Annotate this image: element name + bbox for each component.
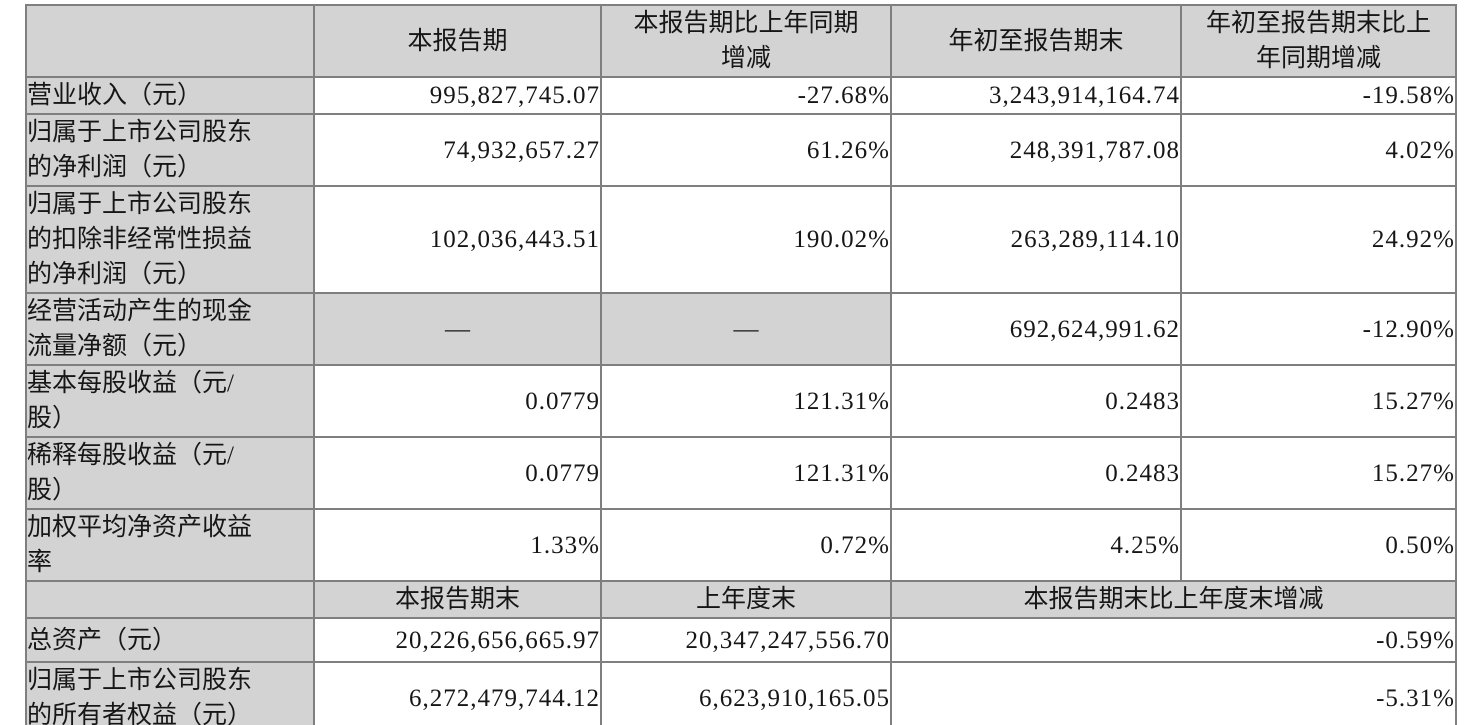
header-year-to-date: 年初至报告期末: [890, 4, 1182, 78]
value-cell: 15.27%: [1180, 436, 1457, 510]
value-cell: 0.2483: [890, 364, 1182, 438]
subheader-change-vs-last-year-end: 本报告期末比上年度末增减: [890, 580, 1457, 619]
row-label-cell: 营业收入（元）: [25, 76, 315, 115]
value-cell: 24.92%: [1180, 185, 1457, 294]
row-label-cell: 加权平均净资产收益 率: [25, 508, 315, 582]
subheader-end-of-last-year: 上年度末: [600, 580, 892, 619]
value-cell: 995,827,745.07: [313, 76, 602, 115]
value-cell: 102,036,443.51: [313, 185, 602, 294]
value-cell: 6,623,910,165.05: [600, 661, 892, 725]
value-cell: 190.02%: [600, 185, 892, 294]
row-operating-revenue: 营业收入（元） 995,827,745.07 -27.68% 3,243,914…: [25, 76, 1457, 115]
financial-summary-table: 本报告期 本报告期比上年同期 增减 年初至报告期末 年初至报告期末比上 年同期增…: [25, 4, 1457, 725]
header-corner-cell: [25, 4, 315, 78]
row-weighted-avg-roe: 加权平均净资产收益 率 1.33% 0.72% 4.25% 0.50%: [25, 508, 1457, 582]
value-cell: 4.02%: [1180, 113, 1457, 187]
value-cell: 20,226,656,665.97: [313, 617, 602, 663]
value-cell: 1.33%: [313, 508, 602, 582]
row-operating-cash-flow: 经营活动产生的现金 流量净额（元） — — 692,624,991.62 -12…: [25, 292, 1457, 366]
na-dash-cell: —: [600, 292, 892, 366]
value-cell: 0.50%: [1180, 508, 1457, 582]
value-cell: 248,391,787.08: [890, 113, 1182, 187]
row-net-profit-attributable: 归属于上市公司股东 的净利润（元） 74,932,657.27 61.26% 2…: [25, 113, 1457, 187]
value-cell: 74,932,657.27: [313, 113, 602, 187]
value-cell-merged: -0.59%: [890, 617, 1457, 663]
subheader-end-of-period: 本报告期末: [313, 580, 602, 619]
row-equity-attributable: 归属于上市公司股东 的所有者权益（元） 6,272,479,744.12 6,6…: [25, 661, 1457, 725]
value-cell: 4.25%: [890, 508, 1182, 582]
value-cell-merged: -5.31%: [890, 661, 1457, 725]
value-cell: 0.0779: [313, 364, 602, 438]
na-dash-cell: —: [313, 292, 602, 366]
header-current-period: 本报告期: [313, 4, 602, 78]
value-cell: -27.68%: [600, 76, 892, 115]
header-current-period-yoy-change: 本报告期比上年同期 增减: [600, 4, 892, 78]
value-cell: 6,272,479,744.12: [313, 661, 602, 725]
value-cell: 20,347,247,556.70: [600, 617, 892, 663]
value-cell: 15.27%: [1180, 364, 1457, 438]
value-cell: 121.31%: [600, 436, 892, 510]
row-net-profit-excl-nonrecurring: 归属于上市公司股东 的扣除非经常性损益 的净利润（元） 102,036,443.…: [25, 185, 1457, 294]
value-cell: -12.90%: [1180, 292, 1457, 366]
row-basic-eps: 基本每股收益（元/ 股） 0.0779 121.31% 0.2483 15.27…: [25, 364, 1457, 438]
row-label-cell: 归属于上市公司股东 的所有者权益（元）: [25, 661, 315, 725]
row-label-cell: 稀释每股收益（元/ 股）: [25, 436, 315, 510]
value-cell: 0.72%: [600, 508, 892, 582]
value-cell: 121.31%: [600, 364, 892, 438]
row-diluted-eps: 稀释每股收益（元/ 股） 0.0779 121.31% 0.2483 15.27…: [25, 436, 1457, 510]
row-total-assets: 总资产（元） 20,226,656,665.97 20,347,247,556.…: [25, 617, 1457, 663]
value-cell: -19.58%: [1180, 76, 1457, 115]
row-label-cell: 经营活动产生的现金 流量净额（元）: [25, 292, 315, 366]
value-cell: 0.2483: [890, 436, 1182, 510]
value-cell: 0.0779: [313, 436, 602, 510]
value-cell: 692,624,991.62: [890, 292, 1182, 366]
row-label-cell: 归属于上市公司股东 的扣除非经常性损益 的净利润（元）: [25, 185, 315, 294]
value-cell: 61.26%: [600, 113, 892, 187]
row-label-cell: 总资产（元）: [25, 617, 315, 663]
subheader-corner-cell: [25, 580, 315, 619]
header-row: 本报告期 本报告期比上年同期 增减 年初至报告期末 年初至报告期末比上 年同期增…: [25, 4, 1457, 78]
row-label-cell: 基本每股收益（元/ 股）: [25, 364, 315, 438]
header-year-to-date-yoy-change: 年初至报告期末比上 年同期增减: [1180, 4, 1457, 78]
row-label-cell: 归属于上市公司股东 的净利润（元）: [25, 113, 315, 187]
value-cell: 263,289,114.10: [890, 185, 1182, 294]
value-cell: 3,243,914,164.74: [890, 76, 1182, 115]
subheader-row: 本报告期末 上年度末 本报告期末比上年度末增减: [25, 580, 1457, 619]
